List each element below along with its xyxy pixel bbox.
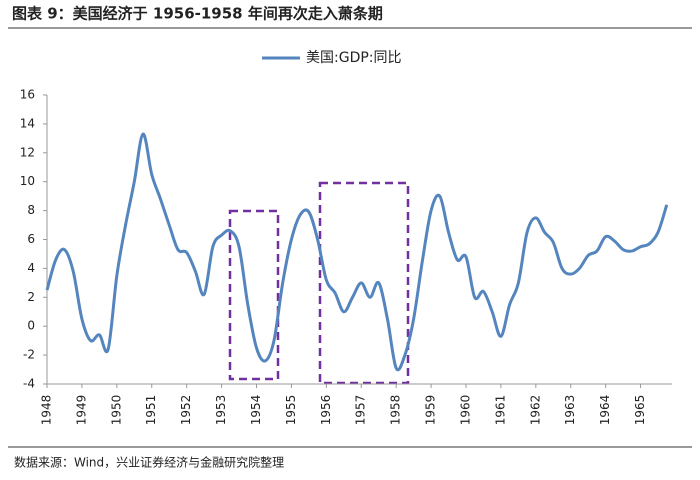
x-tick-label: 1962 xyxy=(528,395,542,426)
y-tick-label: 6 xyxy=(27,232,35,246)
x-tick-label: 1957 xyxy=(354,395,368,426)
y-tick-label: 4 xyxy=(27,261,35,275)
x-tick-label: 1950 xyxy=(109,395,123,426)
series-line xyxy=(45,132,669,372)
x-tick-label: 1956 xyxy=(319,395,333,426)
x-tick-label: 1955 xyxy=(284,395,298,426)
y-tick-label: 16 xyxy=(20,88,35,102)
x-tick-label: 1959 xyxy=(424,395,438,426)
x-tick-label: 1953 xyxy=(214,395,228,426)
y-tick-label: 2 xyxy=(27,290,35,304)
x-tick-label: 1952 xyxy=(179,395,193,426)
y-tick-label: -2 xyxy=(23,348,35,362)
chart-title: 图表 9：美国经济于 1956-1958 年间再次走入萧条期 xyxy=(12,5,383,23)
y-tick-label: 0 xyxy=(27,319,35,333)
x-tick-label: 1948 xyxy=(40,395,54,426)
x-tick-label: 1949 xyxy=(74,395,88,426)
x-tick-label: 1961 xyxy=(493,395,507,426)
x-tick-label: 1964 xyxy=(598,395,612,426)
highlight-box xyxy=(228,209,280,381)
x-tick-label: 1958 xyxy=(389,395,403,426)
x-tick-label: 1954 xyxy=(249,395,263,426)
x-tick-label: 1951 xyxy=(144,395,158,426)
x-tick-label: 1960 xyxy=(458,395,472,426)
source-note: 数据来源：Wind，兴业证券经济与金融研究院整理 xyxy=(14,455,284,470)
y-tick-label: 8 xyxy=(27,203,35,217)
legend-label: 美国:GDP:同比 xyxy=(306,50,402,66)
y-tick-label: 10 xyxy=(20,174,35,188)
y-tick-label: 12 xyxy=(20,145,35,159)
y-tick-label: 14 xyxy=(20,116,35,130)
y-tick-label: -4 xyxy=(23,377,35,391)
x-tick-label: 1963 xyxy=(563,395,577,426)
x-tick-label: 1965 xyxy=(633,395,647,426)
highlight-box xyxy=(318,181,410,385)
